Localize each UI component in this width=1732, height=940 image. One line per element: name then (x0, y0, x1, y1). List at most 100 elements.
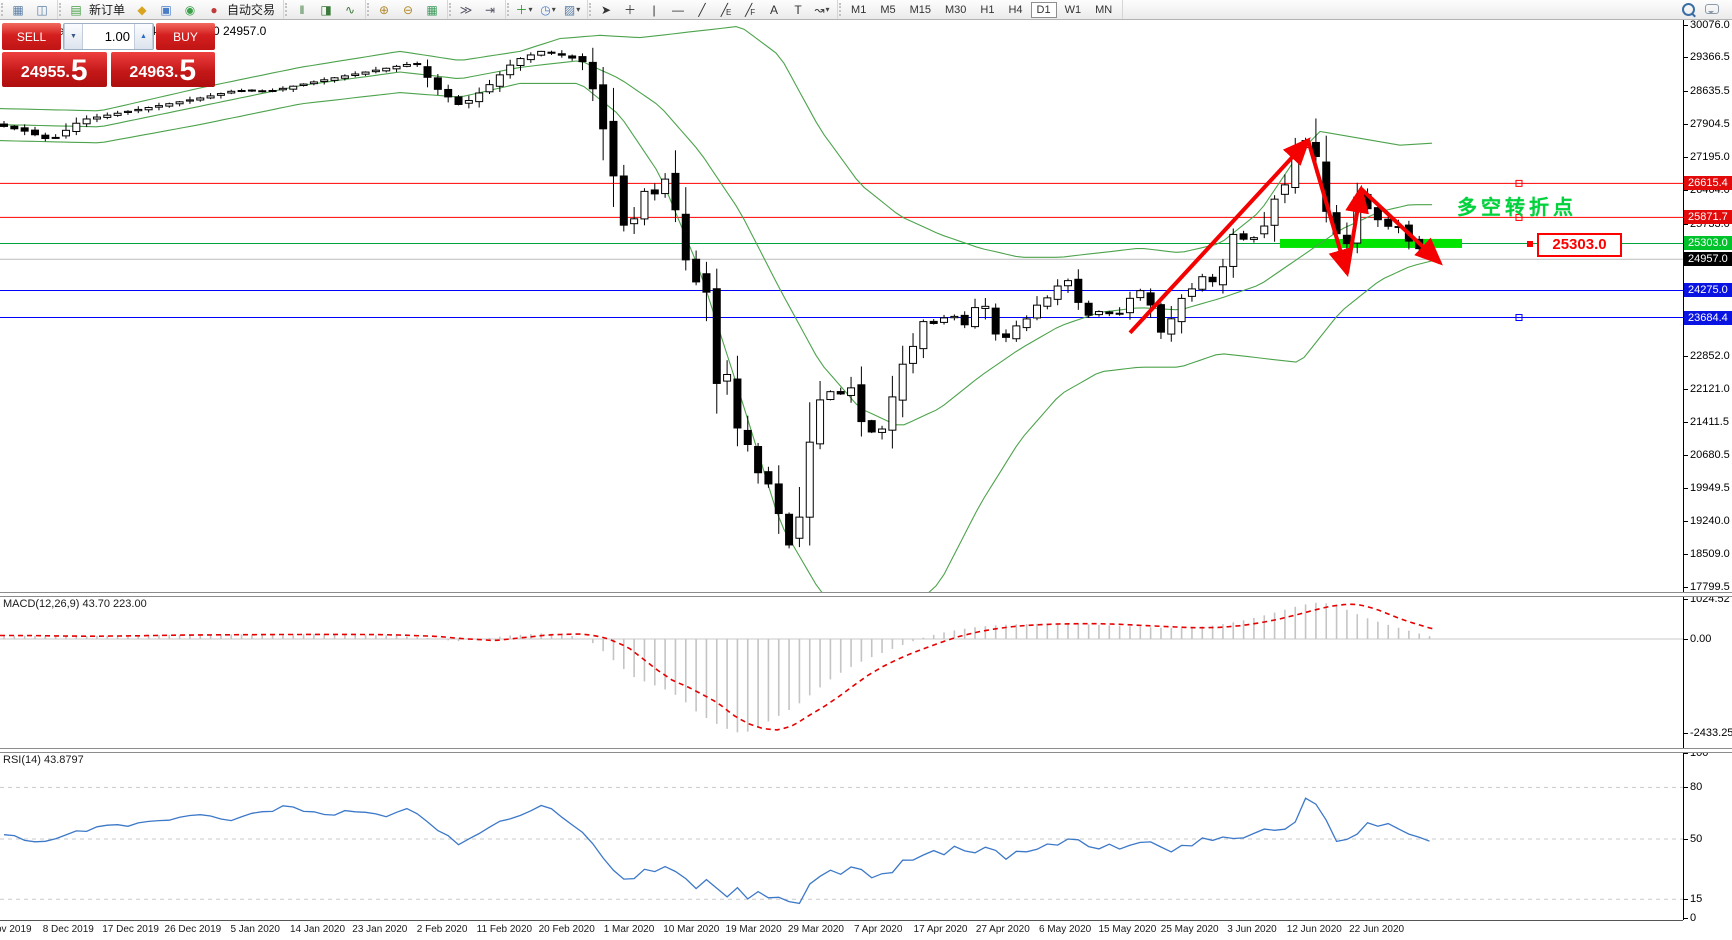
price-tick-label: 27195.0 (1690, 150, 1730, 163)
price-tick-label: 27904.5 (1690, 118, 1730, 131)
toolbar-group: ➤ ＋ | — ╱ ╱ E ╱ F A T ↝ ▾ (588, 0, 839, 19)
vertical-line-icon[interactable]: | (652, 2, 656, 17)
zoom-in-icon[interactable]: ⊕ (379, 2, 390, 17)
price-tick-label: 29366.5 (1690, 51, 1730, 64)
chart-shift-icon[interactable]: ⇥ (485, 2, 496, 17)
date-label: 25 May 2020 (1160, 924, 1219, 935)
date-label: 20 Feb 2020 (538, 924, 595, 935)
buy-price-pip: 5 (179, 54, 197, 87)
bar-chart-icon[interactable]: ‖ (299, 2, 305, 17)
line-chart-icon[interactable]: ∿ (345, 2, 356, 17)
zoom-out-icon[interactable]: ⊖ (403, 2, 414, 17)
metaeditor-icon[interactable]: ◆ (137, 2, 147, 17)
new-chart-icon[interactable]: ▦ (12, 2, 24, 17)
axis-tick (1684, 25, 1688, 26)
axis-tick (1684, 554, 1688, 556)
price-tick-label: 21411.5 (1690, 415, 1729, 428)
text-icon[interactable]: A (770, 2, 779, 17)
timeframe-h1[interactable]: H1 (980, 3, 995, 16)
rsi-tick-label: 15 (1690, 893, 1703, 906)
date-label: 5 Jan 2020 (230, 924, 280, 935)
volume-stepper: ▼ ▲ (63, 23, 154, 50)
date-label: 8 Dec 2019 (42, 924, 94, 935)
templates-icon[interactable]: ▨ ▾ (563, 2, 581, 17)
timeframe-mn[interactable]: MN (1095, 3, 1113, 16)
date-axis[interactable]: 8 Nov 2019 8 Dec 2019 17 Dec 2019 26 Dec 20… (0, 920, 1683, 940)
axis-tick (1684, 455, 1688, 456)
volume-increase-button[interactable]: ▲ (134, 24, 153, 49)
volume-decrease-button[interactable]: ▼ (64, 24, 83, 49)
signals-icon[interactable]: ◉ (184, 2, 196, 17)
axis-tick (1684, 586, 1688, 588)
main-chart-pane[interactable]: ◤DJ30-,Daily 25531.0 25648.0 24835.0 249… (0, 19, 1683, 592)
pane-splitter-macd[interactable] (0, 592, 1732, 597)
new-order-button-label[interactable]: 新订单 (89, 3, 126, 17)
candlestick-icon[interactable]: ◨ (320, 2, 332, 17)
axis-tick (1684, 190, 1688, 192)
turning-point-annotation[interactable]: 多空转折点 (1457, 197, 1577, 219)
timeframe-d1[interactable]: D1 (1030, 1, 1057, 18)
axis-tick (1684, 839, 1688, 840)
timeframe-m5[interactable]: M5 (880, 3, 896, 16)
date-label: 14 Jan 2020 (289, 924, 346, 935)
macd-tick-label: 0.00 (1690, 633, 1712, 645)
one-click-trading-widget: SELL ▼ ▲ BUY 24955.5 24963.5 (2, 23, 215, 87)
date-label: 17 Apr 2020 (913, 924, 968, 935)
profiles-icon[interactable]: ◫ (36, 2, 48, 17)
price-tick-label: 19949.5 (1690, 482, 1730, 495)
timeframe-h4[interactable]: H4 (1008, 3, 1023, 16)
toolbar-group: ▤ 新订单 ◆ ▣ ◉ ● 自动交易 (58, 0, 285, 19)
rsi-pane[interactable]: RSI(14) 43.8797 (0, 751, 1683, 920)
axis-tick (1684, 421, 1688, 423)
horizontal-line-icon[interactable]: — (672, 2, 685, 17)
auto-scroll-icon[interactable]: ≫ (459, 2, 473, 17)
sell-price-pip: 5 (70, 54, 88, 87)
terminal-icon[interactable]: ▣ (160, 2, 172, 17)
price-tick-label: 18509.0 (1690, 548, 1730, 561)
date-label: 23 Jan 2020 (352, 924, 408, 935)
search-icon[interactable] (1676, 1, 1700, 18)
indicators-icon[interactable]: ＋ ▾ (515, 3, 533, 17)
buy-price-dot: . (173, 64, 179, 81)
sell-button[interactable]: SELL (2, 23, 61, 50)
price-tick-label: 19240.0 (1690, 514, 1730, 527)
level-price-label: 24957.0 (1684, 252, 1732, 267)
tile-windows-icon[interactable]: ▦ (426, 2, 438, 17)
buy-price-panel[interactable]: 24963. 5 (110, 52, 215, 87)
periods-icon[interactable]: ◷ ▾ (540, 2, 556, 17)
cursor-icon[interactable]: ➤ (601, 2, 612, 17)
axis-tick (1684, 90, 1688, 92)
timeframe-m30[interactable]: M30 (945, 3, 967, 16)
date-label: 19 Mar 2020 (725, 924, 782, 935)
macd-pane[interactable]: MACD(12,26,9) 43.70 223.00 (0, 595, 1683, 748)
fibonacci-icon[interactable]: ╱ F (744, 2, 756, 18)
date-label: 12 Jun 2020 (1286, 924, 1342, 935)
date-label: 26 Dec 2019 (164, 924, 222, 935)
price-tick-label: 17799.5 (1690, 580, 1730, 593)
channel-icon[interactable]: ╱ E (720, 2, 732, 18)
arrows-tool-icon[interactable]: ↝ ▾ (814, 2, 830, 17)
new-order-button[interactable]: ▤ (70, 2, 82, 17)
date-label: 3 Jun 2020 (1227, 924, 1277, 935)
timeframe-m15[interactable]: M15 (909, 3, 931, 16)
axis-tick (1684, 156, 1688, 158)
date-label: 1 Mar 2020 (603, 924, 655, 935)
sell-price-panel[interactable]: 24955. 5 (2, 52, 107, 87)
price-axis[interactable]: 30076.029366.528635.527904.527195.026464… (1683, 19, 1732, 924)
buy-button[interactable]: BUY (156, 23, 215, 50)
volume-input[interactable] (83, 24, 134, 49)
chat-icon[interactable] (1700, 1, 1724, 18)
trendline-icon[interactable]: ╱ (698, 2, 706, 17)
axis-tick (1684, 488, 1688, 490)
chat-glyph (1705, 3, 1719, 14)
date-label: 7 Apr 2020 (854, 924, 903, 935)
timeframe-w1[interactable]: W1 (1064, 3, 1082, 16)
autotrade-button-label[interactable]: 自动交易 (227, 3, 276, 17)
crosshair-icon[interactable]: ＋ (624, 3, 637, 17)
price-callout-label[interactable]: 25303.0 (1537, 233, 1622, 257)
pane-splitter-rsi[interactable] (0, 748, 1732, 753)
autotrade-button[interactable]: ● (210, 2, 218, 17)
price-tick-label: 22121.0 (1690, 383, 1730, 396)
timeframe-m1[interactable]: M1 (851, 3, 867, 16)
text-label-icon[interactable]: T (794, 2, 802, 17)
